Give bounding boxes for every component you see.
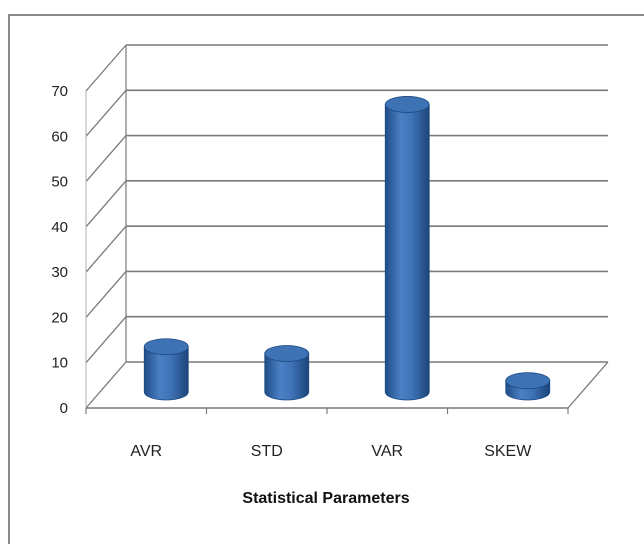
y-tick-label: 60 xyxy=(51,128,68,145)
gridline-wall-0 xyxy=(85,361,127,409)
bar-body xyxy=(264,353,310,401)
y-tick-label: 20 xyxy=(51,309,68,326)
gridline-wall-70 xyxy=(85,44,127,92)
y-tick-label: 30 xyxy=(51,264,68,281)
gridline-wall-10 xyxy=(85,316,127,364)
x-tick-labels: AVR STD VAR SKEW xyxy=(130,443,532,460)
gridline-wall-30 xyxy=(85,225,127,273)
bar-body xyxy=(384,104,430,401)
y-tick-label: 0 xyxy=(60,400,68,417)
bar-avr xyxy=(143,338,189,401)
y-tick-labels: 0 10 20 30 40 50 60 70 xyxy=(51,83,68,417)
grid-layer xyxy=(85,44,609,414)
x-axis-title: Statistical Parameters xyxy=(242,490,409,507)
gridline-wall-50 xyxy=(85,135,127,182)
bar-top xyxy=(143,338,189,356)
chart-frame xyxy=(8,14,644,544)
x-tick-label: SKEW xyxy=(484,443,532,460)
bars xyxy=(143,96,551,401)
gridline-wall-40 xyxy=(85,180,127,228)
y-tick-label: 70 xyxy=(51,83,68,100)
bar-std xyxy=(264,345,310,401)
gridline-wall-20 xyxy=(85,271,127,318)
floor-right-edge xyxy=(567,361,609,409)
bar-top xyxy=(384,96,430,113)
y-tick-label: 50 xyxy=(51,174,68,191)
bar-skew xyxy=(505,372,551,401)
bar-top xyxy=(505,372,551,390)
x-tick-label: STD xyxy=(251,443,283,460)
x-tick-label: AVR xyxy=(130,443,162,460)
y-tick-label: 10 xyxy=(51,355,68,372)
x-tick-label: VAR xyxy=(371,443,403,460)
y-tick-label: 40 xyxy=(51,219,68,236)
bar-body xyxy=(143,346,189,401)
bar-var xyxy=(384,96,430,401)
gridline-wall-60 xyxy=(85,89,127,137)
bar-top xyxy=(264,345,310,362)
